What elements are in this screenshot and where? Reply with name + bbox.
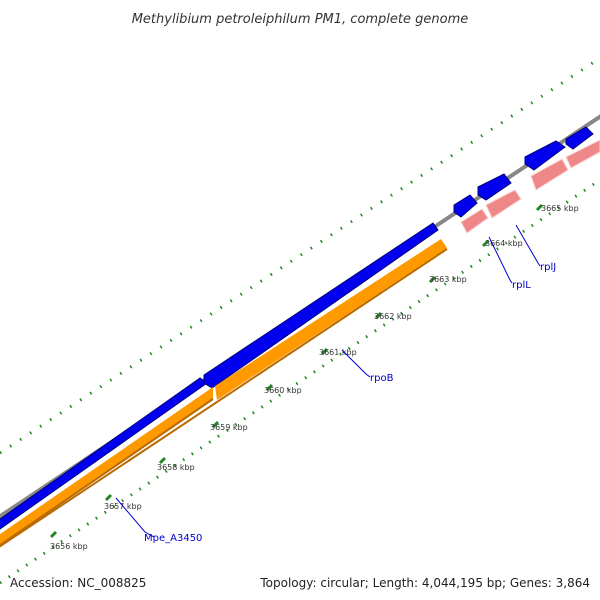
leader-mpe-a3450: [115, 497, 155, 538]
major-tick-3662: [374, 311, 383, 320]
gene-label-rpob[interactable]: rpoB: [370, 373, 394, 384]
feature-pink-3[interactable]: [530, 158, 569, 191]
leader-rpob: [341, 349, 371, 378]
major-tick-3663: [428, 275, 437, 284]
gene-label-mpe-a3450[interactable]: Mpe_A3450: [144, 533, 202, 544]
gene-track-edge: [0, 248, 448, 548]
cds-mpe-a3450[interactable]: [0, 377, 208, 536]
leader-rplj: [515, 224, 541, 267]
major-tick-3660: [265, 383, 274, 392]
accession-label: Accession: NC_008825: [10, 576, 147, 590]
tick-label-3664: 3664 kbp: [485, 239, 523, 248]
major-tick-3658: [158, 456, 167, 465]
major-tick-3659: [211, 420, 220, 429]
major-tick-3664: [481, 239, 490, 248]
map-title: Methylibium petroleiphilum PM1, complete…: [132, 12, 469, 27]
gene-mpe-a3450[interactable]: [0, 387, 213, 552]
tick-label-3658: 3658 kbp: [157, 463, 195, 472]
cds-rplj[interactable]: [477, 173, 512, 201]
cds-ribosomal-1[interactable]: [524, 140, 566, 171]
gene-label-rpll[interactable]: rplL: [512, 280, 531, 291]
feature-pink-4[interactable]: [565, 139, 600, 169]
gene-label-rplj[interactable]: rplJ: [540, 262, 556, 273]
tick-label-3656: 3656 kbp: [50, 542, 88, 551]
cds-ribosomal-2[interactable]: [565, 126, 594, 150]
genome-summary-label: Topology: circular; Length: 4,044,195 bp…: [260, 576, 590, 590]
tick-label-3665: 3665 kbp: [541, 204, 579, 213]
feature-pink-1[interactable]: [460, 208, 489, 234]
feature-pink-2[interactable]: [485, 189, 522, 219]
cds-rpob[interactable]: [203, 222, 439, 389]
tick-label-3661: 3661 kbp: [319, 348, 357, 357]
tick-label-3659: 3659 kbp: [210, 423, 248, 432]
tick-label-3663: 3663 kbp: [429, 275, 467, 284]
tick-label-3660: 3660 kbp: [264, 386, 302, 395]
tick-label-3662: 3662 kbp: [374, 312, 412, 321]
major-tick-3665: [535, 203, 544, 212]
major-tick-3656: [49, 530, 58, 539]
cds-rpll[interactable]: [453, 194, 478, 218]
major-tick-3661: [320, 347, 329, 356]
major-tick-3657: [104, 493, 113, 502]
gene-rpob[interactable]: [215, 239, 447, 400]
leader-rpll: [488, 236, 513, 284]
